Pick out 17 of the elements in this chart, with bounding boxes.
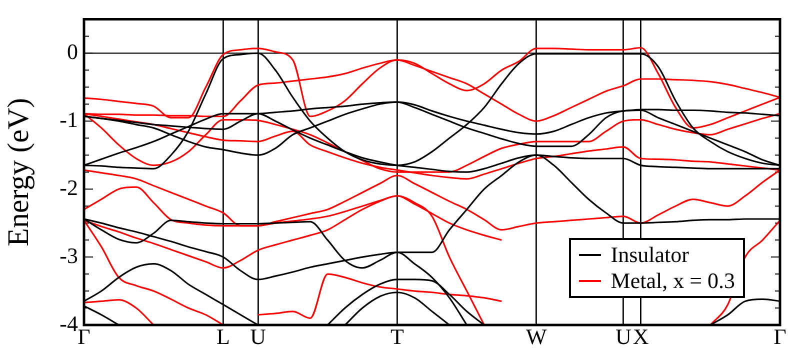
x-tick-label: T xyxy=(390,324,404,349)
line-series xyxy=(83,299,154,325)
x-tick-label: X xyxy=(632,324,649,349)
legend-label: Metal, x = 0.3 xyxy=(610,268,735,294)
y-tick-label: 0 xyxy=(67,38,78,64)
y-axis-title: Energy (eV) xyxy=(2,98,35,246)
y-tick-label: -2 xyxy=(60,174,78,200)
x-tick-label: W xyxy=(526,324,548,349)
x-tick-label: U xyxy=(250,324,266,349)
y-tick-label: -1 xyxy=(60,106,78,132)
x-tick-label: Γ xyxy=(78,324,91,349)
x-tick-label: L xyxy=(216,324,230,349)
y-tick-label: -4 xyxy=(60,310,78,336)
y-tick-label: -3 xyxy=(60,242,78,268)
x-tick-label: U xyxy=(615,324,632,349)
legend-label: Insulator xyxy=(610,242,689,268)
x-tick-label: Γ xyxy=(774,324,787,349)
